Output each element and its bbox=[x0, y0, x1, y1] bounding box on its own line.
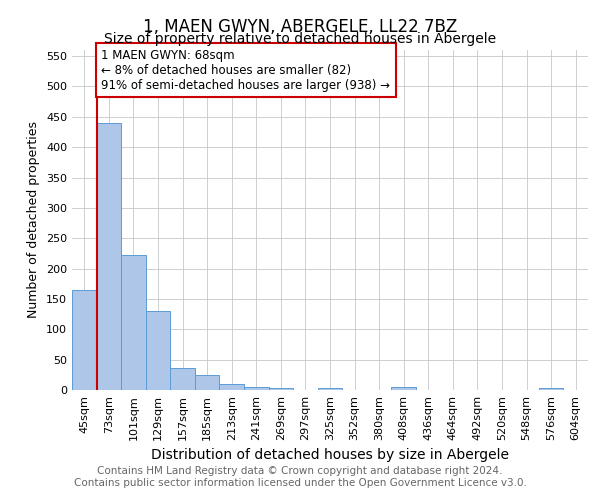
Bar bbox=[72, 290, 97, 390]
Bar bbox=[97, 123, 121, 390]
Text: 1 MAEN GWYN: 68sqm
← 8% of detached houses are smaller (82)
91% of semi-detached: 1 MAEN GWYN: 68sqm ← 8% of detached hous… bbox=[101, 48, 391, 92]
Bar bbox=[146, 311, 170, 390]
Bar bbox=[170, 368, 195, 390]
Y-axis label: Number of detached properties: Number of detached properties bbox=[28, 122, 40, 318]
Bar bbox=[269, 388, 293, 390]
Bar bbox=[121, 255, 146, 390]
Bar bbox=[318, 388, 342, 390]
Bar bbox=[220, 384, 244, 390]
Text: 1, MAEN GWYN, ABERGELE, LL22 7BZ: 1, MAEN GWYN, ABERGELE, LL22 7BZ bbox=[143, 18, 457, 36]
Bar bbox=[539, 388, 563, 390]
X-axis label: Distribution of detached houses by size in Abergele: Distribution of detached houses by size … bbox=[151, 448, 509, 462]
Bar bbox=[244, 387, 269, 390]
Bar bbox=[391, 387, 416, 390]
Text: Size of property relative to detached houses in Abergele: Size of property relative to detached ho… bbox=[104, 32, 496, 46]
Bar bbox=[195, 375, 220, 390]
Text: Contains HM Land Registry data © Crown copyright and database right 2024.
Contai: Contains HM Land Registry data © Crown c… bbox=[74, 466, 526, 487]
